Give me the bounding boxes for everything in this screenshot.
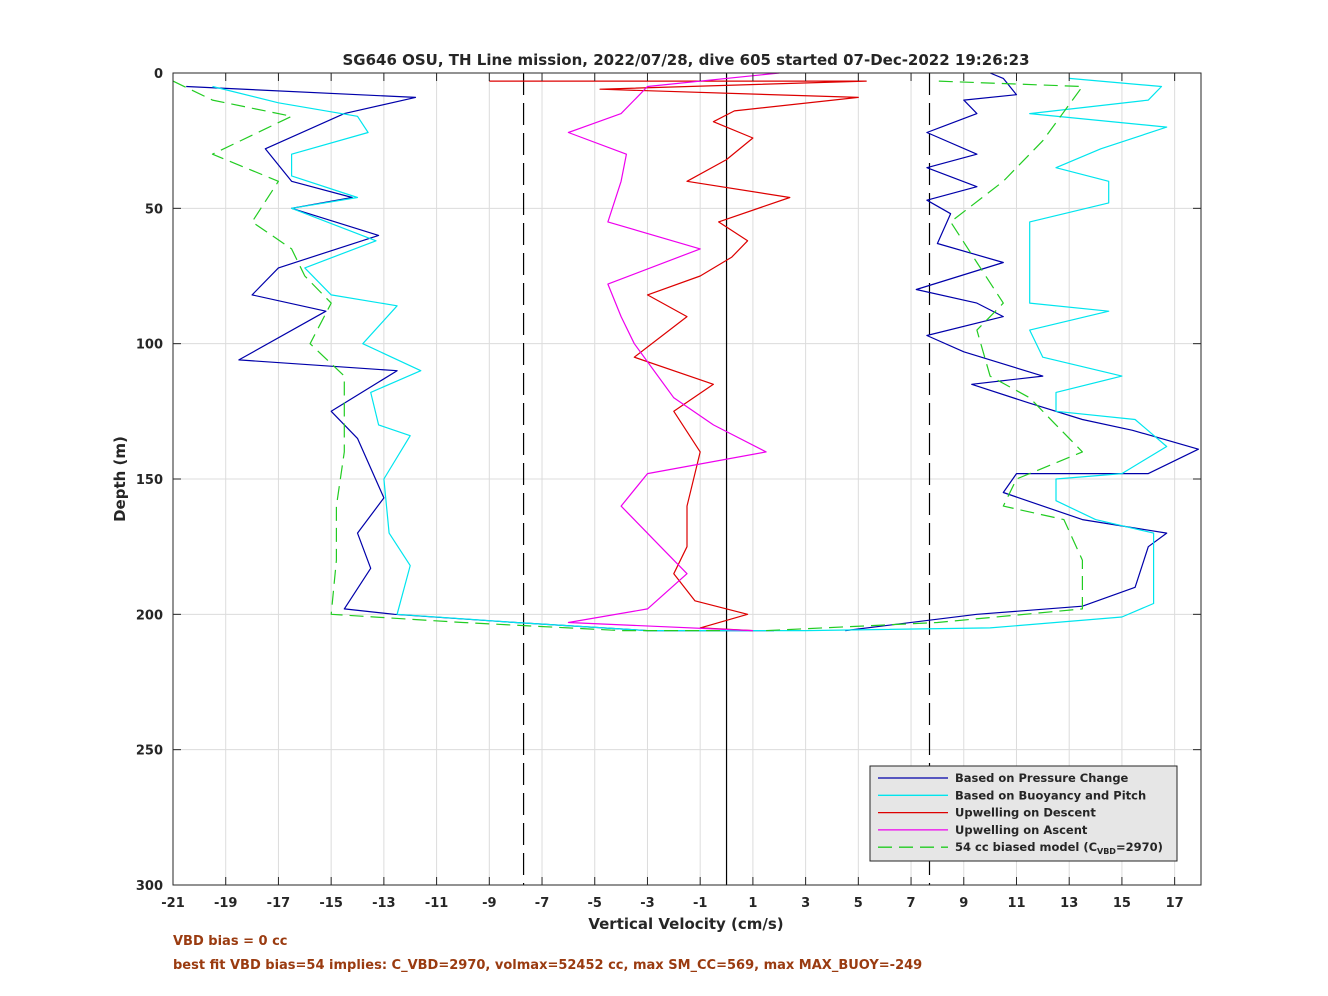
x-axis-label: Vertical Velocity (cm/s) <box>588 915 783 933</box>
x-tick-label: -19 <box>214 896 238 911</box>
legend-label: Upwelling on Ascent <box>955 823 1088 837</box>
y-tick-label: 0 <box>154 67 163 82</box>
x-tick-label: -21 <box>161 896 185 911</box>
legend-box <box>869 765 1178 862</box>
x-tick-label: -13 <box>372 896 396 911</box>
series-layer <box>172 72 1200 885</box>
x-tick-label: 17 <box>1166 896 1184 911</box>
x-tick-label: -11 <box>425 896 449 911</box>
legend-label: Based on Pressure Change <box>955 771 1129 785</box>
y-tick-label: 150 <box>136 473 163 488</box>
x-tick-label: -5 <box>588 896 602 911</box>
grid-lines <box>172 72 1201 886</box>
x-tick-label: 9 <box>959 896 968 911</box>
x-tick-label: -3 <box>640 896 654 911</box>
vbd-bias-note: VBD bias = 0 cc <box>173 934 288 949</box>
best-fit-note: best fit VBD bias=54 implies: C_VBD=2970… <box>173 958 923 973</box>
series-line <box>567 72 780 632</box>
y-tick-label: 50 <box>145 202 163 217</box>
x-tick-label: -17 <box>267 896 291 911</box>
y-tick-label: 200 <box>136 608 163 623</box>
y-axis-label: Depth (m) <box>111 436 129 522</box>
x-tick-label: 3 <box>801 896 810 911</box>
series-line <box>172 80 727 632</box>
x-tick-label: -1 <box>693 896 707 911</box>
x-tick-label: 5 <box>854 896 863 911</box>
y-tick-label: 250 <box>136 744 163 759</box>
x-tick-label: 13 <box>1060 896 1078 911</box>
x-tick-label: 1 <box>748 896 757 911</box>
x-tick-label: -15 <box>319 896 343 911</box>
chart-title: SG646 OSU, TH Line mission, 2022/07/28, … <box>342 51 1029 69</box>
x-tick-label: 7 <box>907 896 916 911</box>
series-line <box>766 80 1084 632</box>
axis-ticks: -21 -19 -17 -15 -13 -11 -9 -7 -5 -3 -1 1 3 5 7 9 11 13 15 1… <box>136 67 1201 911</box>
series-line <box>212 85 648 632</box>
series-line <box>647 77 1168 632</box>
x-tick-label: -9 <box>482 896 496 911</box>
series-line <box>186 85 774 632</box>
legend: Based on Pressure Change Based on Buoyanc… <box>869 765 1178 862</box>
y-tick-label: 300 <box>136 879 163 894</box>
x-tick-label: 11 <box>1007 896 1025 911</box>
legend-label: 54 cc biased model (CVBD=2970) <box>955 840 1163 856</box>
x-tick-label: 15 <box>1113 896 1131 911</box>
legend-label: Based on Buoyancy and Pitch <box>955 788 1146 802</box>
x-tick-label: -7 <box>535 896 549 911</box>
legend-label: Upwelling on Descent <box>955 806 1096 820</box>
y-tick-label: 100 <box>136 338 163 353</box>
